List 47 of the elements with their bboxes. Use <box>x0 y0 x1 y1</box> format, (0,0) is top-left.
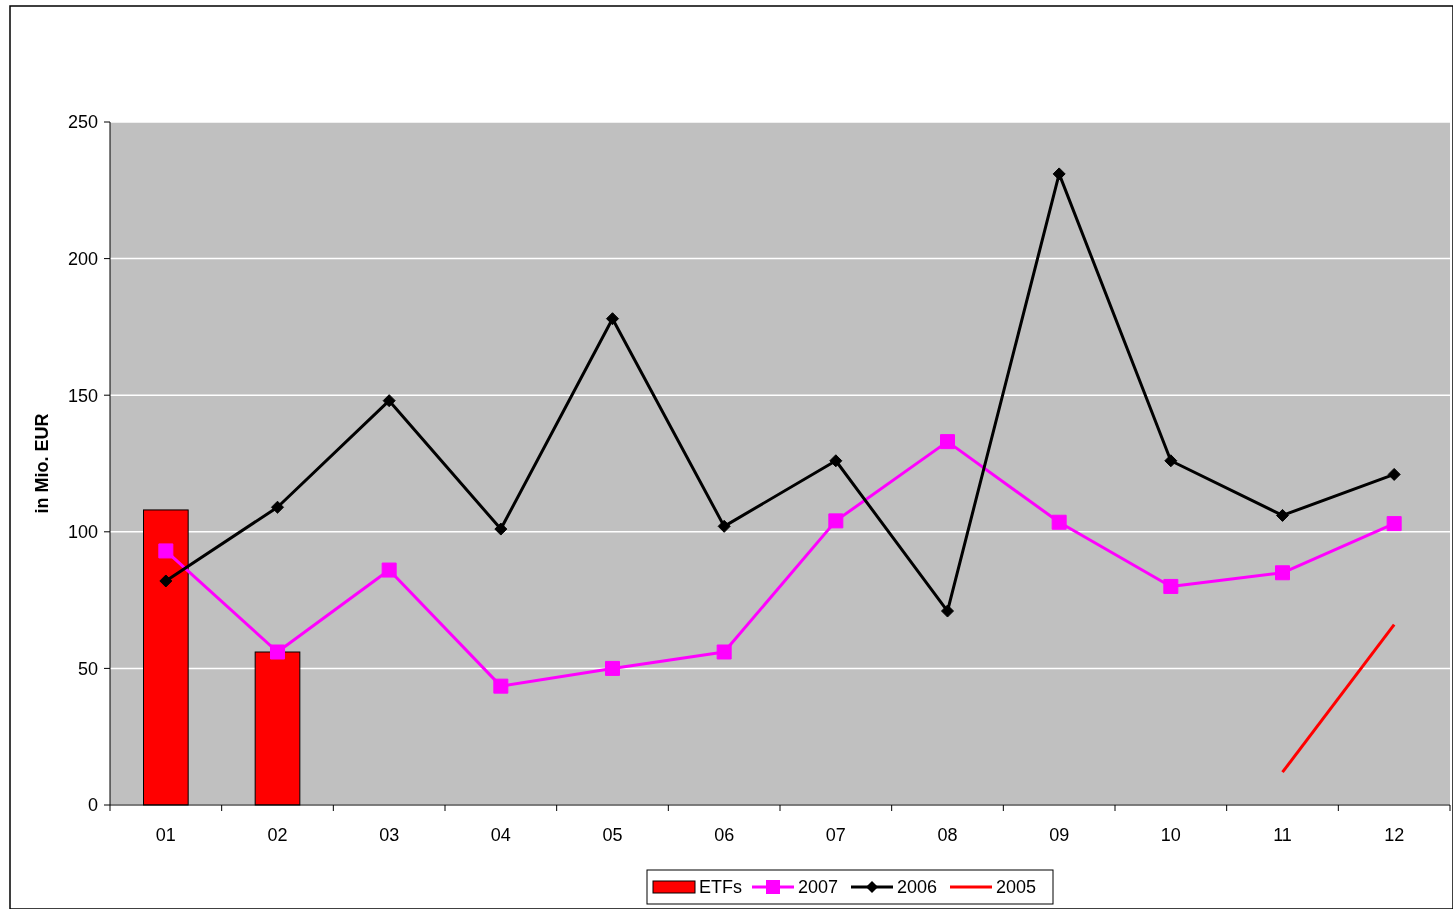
point <box>494 522 508 536</box>
point <box>158 543 174 559</box>
x-tick-label: 07 <box>825 825 846 845</box>
point <box>1276 508 1289 522</box>
point <box>382 394 396 408</box>
y-tick-label: 0 <box>87 795 98 816</box>
y-tick-label: 50 <box>77 658 98 679</box>
x-tick-label: 10 <box>1160 825 1181 845</box>
point <box>829 454 843 468</box>
legend-label: 2007 <box>798 877 839 898</box>
point <box>605 660 620 676</box>
x-tick-label: 11 <box>1273 825 1292 845</box>
point <box>606 312 619 326</box>
y-axis-title: in Mio. EUR <box>32 413 52 514</box>
y-tick-label: 250 <box>67 112 98 133</box>
point <box>828 513 844 529</box>
point <box>159 574 173 588</box>
x-tick-label: 06 <box>714 825 735 845</box>
point <box>1387 467 1401 481</box>
point <box>940 434 955 450</box>
x-tick-label: 04 <box>490 825 511 845</box>
point <box>1275 565 1290 581</box>
y-tick-label: 100 <box>67 522 98 543</box>
x-tick-label: 12 <box>1384 825 1405 845</box>
x-tick-label: 03 <box>379 825 400 845</box>
point <box>1163 578 1179 594</box>
x-tick-label: 01 <box>155 825 176 845</box>
y-tick-label: 200 <box>67 248 98 269</box>
point <box>270 644 285 660</box>
point <box>717 519 731 533</box>
point <box>493 678 509 694</box>
point <box>1052 167 1066 181</box>
point <box>1051 514 1067 530</box>
point <box>381 562 397 578</box>
point <box>1386 516 1402 532</box>
legend-label: ETFs <box>699 877 742 898</box>
point <box>271 500 284 514</box>
point <box>716 644 732 660</box>
x-tick-label: 02 <box>267 825 288 845</box>
legend-label: 2006 <box>897 877 938 898</box>
x-tick-label: 05 <box>602 825 623 845</box>
x-tick-label: 09 <box>1049 825 1070 845</box>
point <box>1164 454 1178 468</box>
legend-label: 2005 <box>996 877 1037 898</box>
point <box>941 604 954 618</box>
y-tick-label: 150 <box>67 385 98 406</box>
x-tick-label: 08 <box>937 825 958 845</box>
